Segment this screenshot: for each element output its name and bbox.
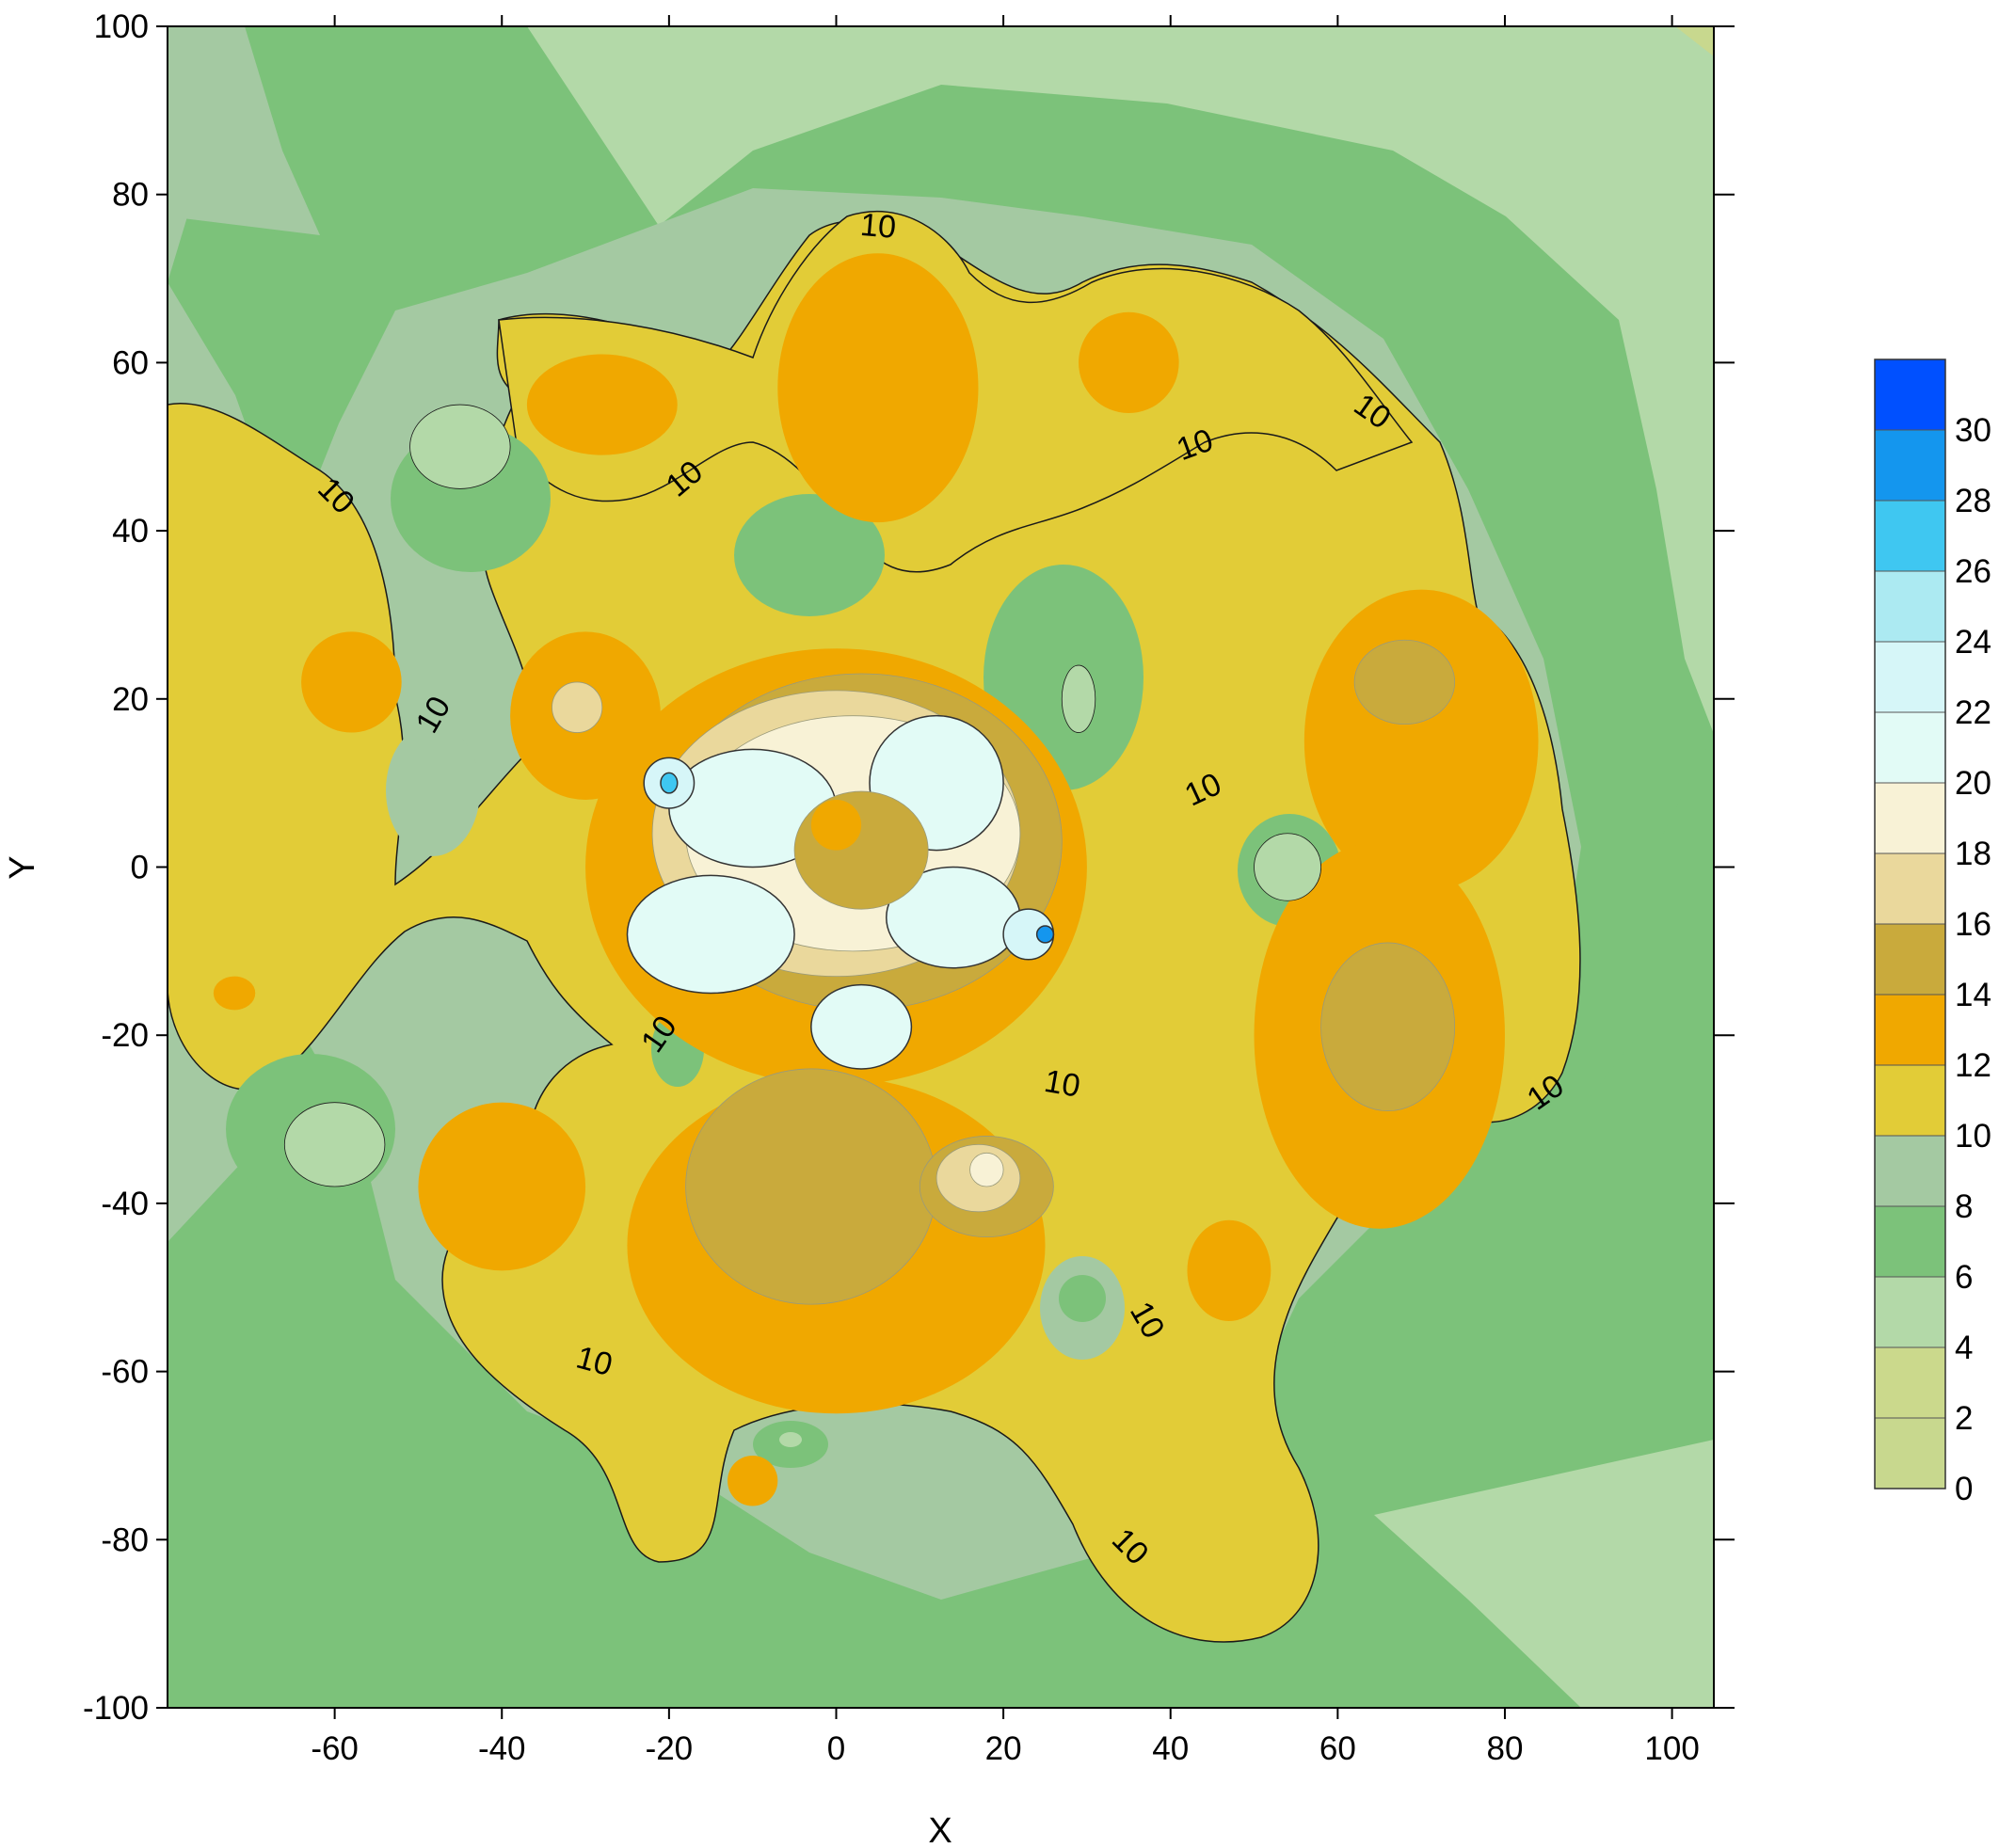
y-tick-label-4: -20 <box>101 1017 149 1054</box>
colorbar-swatch-18 <box>1874 782 1946 854</box>
y-tick-label-6: 20 <box>112 681 149 718</box>
contour-region-12-33 <box>810 800 862 851</box>
y-tick-label-9: 80 <box>112 177 149 214</box>
colorbar-swatch-24 <box>1874 570 1946 643</box>
contour-region-12-17 <box>728 1455 778 1506</box>
x-tick-label-7: 80 <box>1487 1730 1524 1767</box>
colorbar-swatch-16 <box>1874 852 1946 925</box>
x-tick-label-1: -40 <box>478 1730 526 1767</box>
contour-region-12-7 <box>526 354 678 455</box>
y-tick-label-10: 100 <box>94 8 149 45</box>
upper-center-green-blob <box>734 494 885 616</box>
y-tick-label-7: 40 <box>112 513 149 550</box>
contour-region-14-32 <box>793 790 929 910</box>
colorbar-label-0: 30 <box>1955 412 1991 449</box>
x-tick-label-5: 40 <box>1152 1730 1189 1767</box>
colorbar-swatch-10 <box>1874 1064 1946 1137</box>
contour-region-28-31 <box>1035 925 1055 944</box>
left-mid-green-blob <box>386 725 480 856</box>
contour-region-20-27 <box>810 983 913 1070</box>
contour-region-14-4 <box>1320 942 1456 1112</box>
colorbar-swatch-2 <box>1874 1346 1946 1419</box>
colorbar-label-14: 2 <box>1955 1400 1973 1437</box>
bottom-green-blob-inner <box>779 1432 802 1447</box>
colorbar-label-6: 18 <box>1955 836 1991 872</box>
contour-region-4-36 <box>1254 833 1321 901</box>
contour-region-4-34 <box>409 404 511 489</box>
x-tick-label-3: 0 <box>827 1730 845 1767</box>
x-axis: -60 -40 -20 0 20 40 60 80 100 <box>311 15 1700 1767</box>
colorbar-swatch-20 <box>1874 711 1946 784</box>
contour-label-8: 10 <box>1042 1063 1083 1105</box>
contour-label-0: 10 <box>859 207 898 246</box>
colorbar-label-15: 0 <box>1955 1471 1973 1507</box>
contour-region-12-19 <box>1187 1219 1271 1321</box>
colorbar-label-7: 16 <box>1955 906 1991 943</box>
colorbar-swatch-14 <box>1874 923 1946 996</box>
y-axis-title: Y <box>3 855 42 879</box>
contour-region-20-25 <box>626 874 795 995</box>
y-tick-label-8: 60 <box>112 344 149 381</box>
contour-region-4-35 <box>283 1102 386 1187</box>
colorbar-label-9: 12 <box>1955 1047 1991 1084</box>
colorbar-swatch-8 <box>1874 1135 1946 1207</box>
contour-region-4-37 <box>1061 664 1096 733</box>
contour-region-14-13 <box>685 1068 937 1305</box>
y-tick-label-1: -80 <box>101 1521 149 1558</box>
colorbar-swatch-26 <box>1874 500 1946 572</box>
colorbar-label-12: 6 <box>1955 1259 1973 1296</box>
y-axis: -100 -80 -60 -40 -20 0 20 40 60 80 100 <box>83 8 1735 1727</box>
contour-region-12-8 <box>301 631 402 733</box>
y-tick-label-3: -40 <box>101 1186 149 1222</box>
contour-region-12-11 <box>418 1102 586 1271</box>
colorbar-swatch-0 <box>1874 1417 1946 1490</box>
x-tick-label-6: 60 <box>1319 1730 1356 1767</box>
colorbar-swatch-12 <box>1874 994 1946 1066</box>
x-tick-label-0: -60 <box>311 1730 359 1767</box>
colorbar-label-2: 26 <box>1955 553 1991 590</box>
colorbar-label-5: 20 <box>1955 765 1991 802</box>
y-tick-label-2: -60 <box>101 1354 149 1391</box>
contour-region-18-16 <box>969 1152 1004 1187</box>
colorbar-swatch-22 <box>1874 641 1946 713</box>
x-axis-title: X <box>928 1811 952 1848</box>
colorbar-swatch-30 <box>1874 358 1946 431</box>
contour-region-12-5 <box>777 253 979 523</box>
contour-features <box>213 253 1539 1506</box>
colorbar-frame <box>1874 358 1946 1490</box>
colorbar-swatch-28 <box>1874 429 1946 502</box>
colorbar-swatch-4 <box>1874 1276 1946 1348</box>
y-tick-label-0: -100 <box>83 1690 149 1727</box>
lower-right-light-band <box>1374 1440 1714 1708</box>
colorbar-label-11: 8 <box>1955 1188 1973 1225</box>
x-tick-label-8: 100 <box>1644 1730 1699 1767</box>
contour-region-14-2 <box>1353 639 1456 725</box>
colorbar-label-1: 28 <box>1955 483 1991 519</box>
contour-region-12-18 <box>213 976 256 1011</box>
colorbar-swatch-6 <box>1874 1205 1946 1278</box>
contour-region-16-10 <box>552 681 603 733</box>
upper-right-light-band <box>527 26 1714 734</box>
x-tick-label-4: 20 <box>985 1730 1022 1767</box>
colorbar-label-8: 14 <box>1955 977 1991 1013</box>
colorbar-label-4: 22 <box>1955 694 1991 731</box>
colorbar-label-10: 10 <box>1955 1118 1991 1155</box>
y-tick-label-5: 0 <box>131 850 149 886</box>
colorbar-label-13: 4 <box>1955 1330 1973 1366</box>
colorbar-label-3: 24 <box>1955 624 1991 661</box>
contour-region-26-30 <box>660 772 679 794</box>
lower-mid-green-inner <box>1059 1275 1106 1322</box>
top-right-corner <box>1675 26 1714 56</box>
x-tick-label-2: -20 <box>646 1730 694 1767</box>
contour-region-12-1 <box>1303 589 1539 893</box>
contour-region-12-6 <box>1079 311 1179 414</box>
